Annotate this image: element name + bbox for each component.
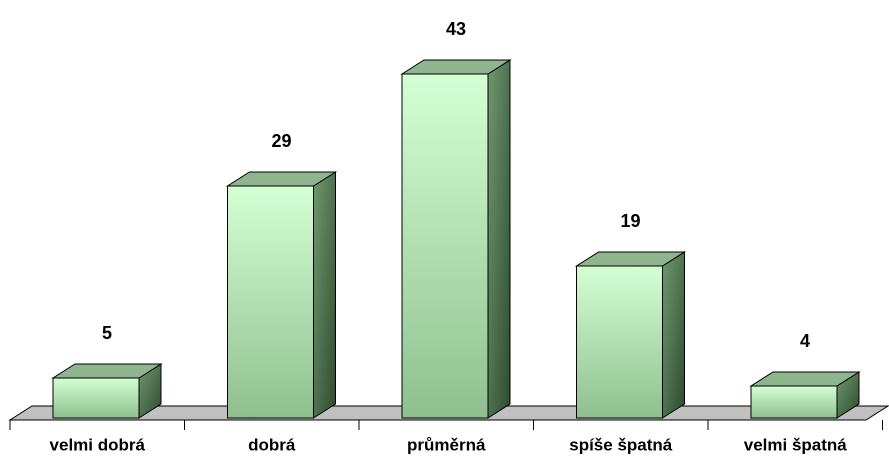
bar — [52, 377, 140, 419]
bar — [750, 385, 838, 419]
bar-side — [313, 171, 336, 419]
data-label: 29 — [271, 131, 291, 151]
data-label: 19 — [620, 211, 640, 231]
x-tick-label: spíše špatná — [569, 435, 673, 454]
data-label: 5 — [102, 323, 112, 343]
data-label: 43 — [446, 19, 466, 39]
bar-side — [662, 251, 685, 419]
bar — [401, 73, 489, 419]
bar-side — [487, 59, 511, 419]
x-tick-label: dobrá — [248, 435, 296, 454]
data-label: 4 — [800, 331, 810, 351]
bar — [227, 185, 314, 419]
x-tick-label: průměrná — [407, 435, 486, 454]
x-tick-label: velmi dobrá — [50, 435, 146, 454]
bar — [576, 265, 663, 419]
x-tick-label: velmi špatná — [744, 435, 848, 454]
